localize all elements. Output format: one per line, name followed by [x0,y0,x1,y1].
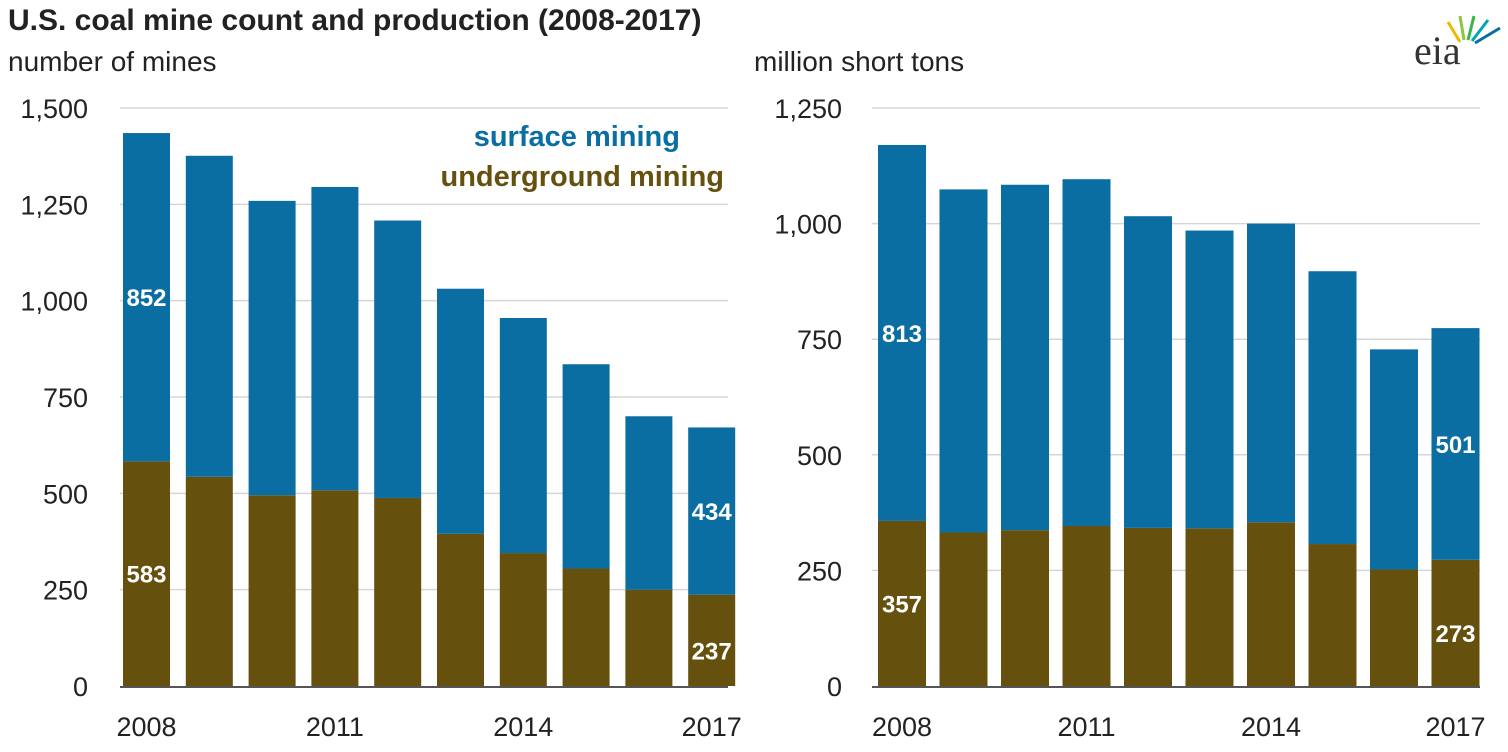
production-y-tick-label: 750 [797,325,842,355]
production-bar-underground-2011 [1062,526,1111,686]
production-bar-underground-2012 [1124,527,1172,686]
production-y-tick-label: 1,250 [774,94,842,124]
mines-bar-underground-2014 [499,553,547,686]
production-data-label: 501 [1435,432,1475,459]
production-data-label: 813 [882,321,922,348]
production-bar-surface-2011 [1062,179,1111,527]
mines-data-label: 237 [692,638,732,665]
production-bar-surface-2016 [1370,349,1418,570]
left-y-axis-label: number of mines [8,46,217,77]
production-y-tick-label: 1,000 [774,210,842,240]
logo-text: eia [1414,28,1461,70]
production-y-tick-label: 0 [827,672,842,702]
production-x-tick-label: 2014 [1241,712,1301,742]
mines-bar-underground-2015 [562,568,610,686]
mines-y-tick-label: 750 [43,383,88,413]
production-bar-surface-2009 [939,189,988,533]
production-bar-surface-2008 [878,144,926,521]
production-bar-underground-2017 [1431,559,1480,686]
production-bar-underground-2008 [878,520,926,686]
mines-y-tick-label: 1,250 [20,190,88,220]
mines-bar-underground-2008 [123,461,170,686]
production-bar-surface-2015 [1308,271,1357,545]
production-data-label: 273 [1435,621,1475,648]
mines-y-tick-label: 500 [43,479,88,509]
mines-data-label: 583 [126,562,166,589]
mines-bar-surface-2016 [625,416,673,590]
production-bar-surface-2013 [1185,230,1234,529]
mines-bar-underground-2010 [248,495,296,686]
mines-bar-surface-2010 [248,200,296,496]
mines-bar-underground-2016 [625,589,673,686]
mines-x-tick-label: 2011 [306,712,364,742]
mines-bar-surface-2009 [185,155,233,477]
mines-bar-surface-2012 [374,220,422,498]
production-bar-surface-2012 [1124,216,1172,528]
sunburst-icon [1446,15,1501,45]
production-bar-surface-2010 [1001,184,1049,531]
mines-y-tick-label: 1,000 [20,287,88,317]
right-y-axis-label: million short tons [754,46,965,77]
production-y-tick-label: 250 [797,556,842,586]
mines-bar-underground-2009 [185,476,233,686]
mines-y-tick-label: 250 [43,576,88,606]
mines-bar-surface-2008 [123,133,170,462]
mines-bar-underground-2017 [688,594,736,686]
mines-x-tick-label: 2017 [682,712,742,742]
eia-logo-icon: eia [1414,15,1501,70]
mines-bar-underground-2012 [374,497,422,686]
production-bar-underground-2014 [1247,522,1295,686]
mines-y-tick-label: 1,500 [20,94,88,124]
mines-bar-underground-2013 [437,533,484,686]
mines-bar-surface-2013 [437,288,484,534]
chart-title: U.S. coal mine count and production (200… [8,4,702,37]
production-y-tick-label: 500 [797,441,842,471]
production-x-tick-label: 2017 [1425,712,1485,742]
production-data-label: 357 [882,591,922,618]
production-bar-underground-2015 [1308,544,1357,686]
legend-surface-mining: surface mining [474,121,680,153]
mines-bar-underground-2011 [311,490,359,686]
production-x-tick-label: 2008 [872,712,932,742]
production-bar-underground-2010 [1001,530,1049,686]
mines-x-tick-label: 2014 [493,712,553,742]
mine-count-chart: 0 250 500 750 1,000 1,250 1,500 2008 2011 2014 201… [20,94,742,742]
production-bar-underground-2013 [1185,528,1234,686]
mines-bar-surface-2014 [499,318,547,554]
mines-x-tick-label: 2008 [116,712,176,742]
production-x-tick-label: 2011 [1057,712,1115,742]
mines-bar-surface-2015 [562,364,610,569]
mines-y-tick-label: 0 [73,672,88,702]
mines-data-label: 852 [126,285,166,312]
mines-bar-surface-2011 [311,186,359,491]
legend-underground-mining: underground mining [440,161,724,193]
production-bar-surface-2014 [1247,223,1295,523]
production-bar-surface-2017 [1431,328,1480,560]
mines-bar-surface-2017 [688,427,736,595]
production-bar-underground-2009 [939,532,988,686]
mines-data-label: 434 [692,499,733,526]
production-bar-underground-2016 [1370,569,1418,686]
